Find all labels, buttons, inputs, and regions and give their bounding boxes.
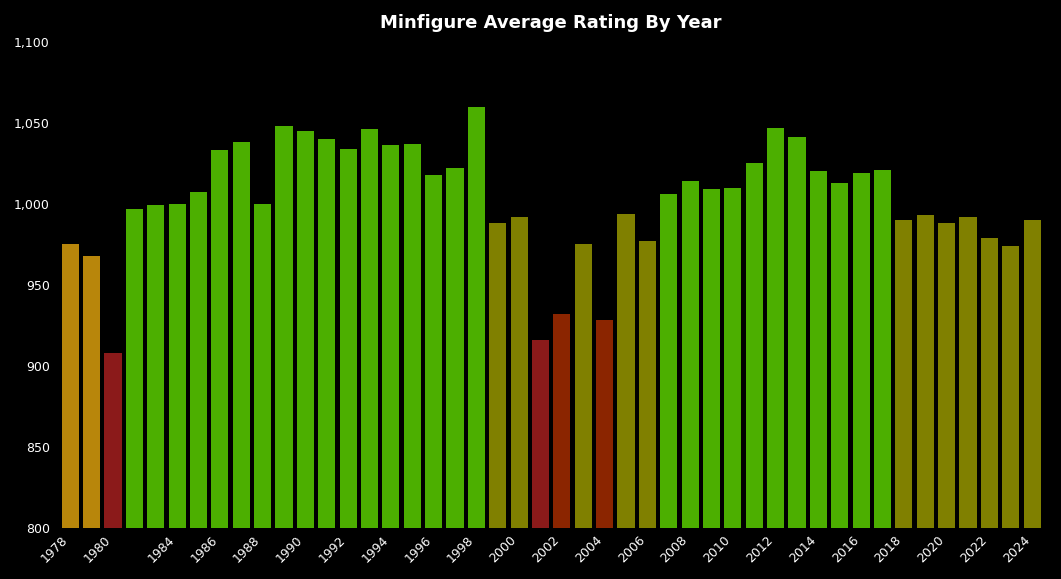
Bar xyxy=(425,175,442,579)
Bar xyxy=(254,204,272,579)
Title: Minfigure Average Rating By Year: Minfigure Average Rating By Year xyxy=(381,14,721,32)
Bar xyxy=(810,171,827,579)
Bar xyxy=(980,238,998,579)
Bar xyxy=(232,142,249,579)
Bar xyxy=(62,244,79,579)
Bar xyxy=(510,217,527,579)
Bar xyxy=(382,145,399,579)
Bar xyxy=(1003,246,1020,579)
Bar xyxy=(831,183,849,579)
Bar xyxy=(618,214,634,579)
Bar xyxy=(917,215,934,579)
Bar xyxy=(1024,220,1041,579)
Bar xyxy=(297,131,314,579)
Bar xyxy=(725,188,742,579)
Bar xyxy=(853,173,870,579)
Bar xyxy=(404,144,421,579)
Bar xyxy=(554,314,571,579)
Bar xyxy=(767,127,784,579)
Bar xyxy=(575,244,592,579)
Bar xyxy=(147,206,164,579)
Bar xyxy=(703,189,720,579)
Bar xyxy=(276,126,293,579)
Bar xyxy=(489,223,506,579)
Bar xyxy=(104,353,122,579)
Bar xyxy=(468,107,485,579)
Bar xyxy=(639,241,656,579)
Bar xyxy=(361,129,378,579)
Bar xyxy=(596,320,613,579)
Bar xyxy=(959,217,976,579)
Bar xyxy=(532,340,550,579)
Bar xyxy=(126,208,143,579)
Bar xyxy=(211,151,228,579)
Bar xyxy=(681,181,699,579)
Bar xyxy=(318,139,335,579)
Bar xyxy=(83,256,100,579)
Bar xyxy=(169,204,186,579)
Bar xyxy=(340,149,356,579)
Bar xyxy=(938,223,955,579)
Bar xyxy=(874,170,891,579)
Bar xyxy=(447,168,464,579)
Bar xyxy=(788,137,805,579)
Bar xyxy=(895,220,912,579)
Bar xyxy=(190,192,207,579)
Bar xyxy=(660,194,677,579)
Bar xyxy=(746,163,763,579)
